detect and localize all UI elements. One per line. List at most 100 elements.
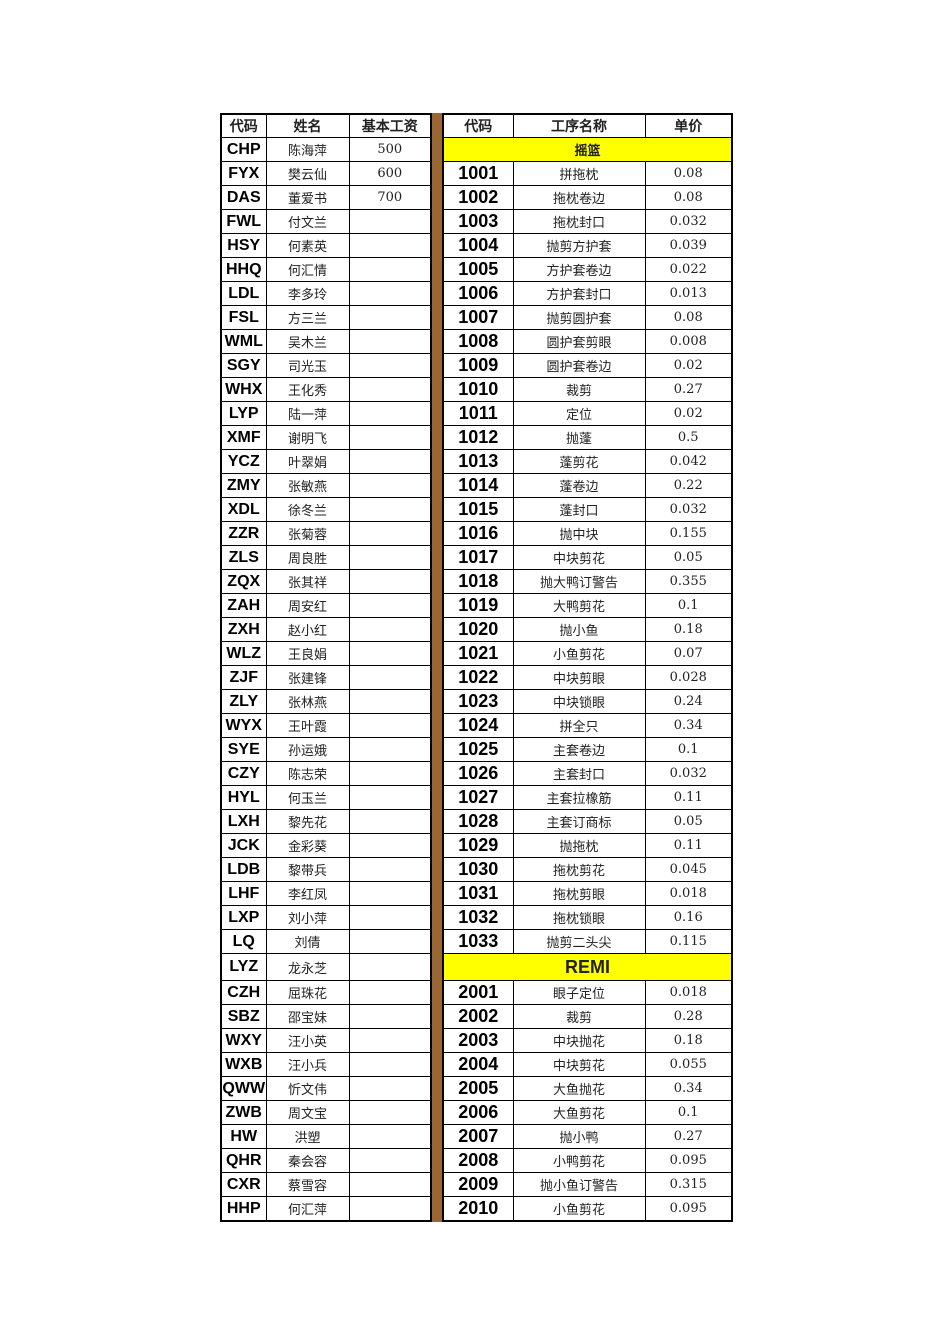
table-row: 1012 抛蓬 0.5	[442, 425, 733, 450]
table-row: ZWB 周文宝	[220, 1100, 432, 1125]
unit-price: 0.018	[644, 980, 733, 1005]
column-header: 代码	[220, 113, 267, 138]
employee-name: 何汇萍	[265, 1196, 350, 1222]
unit-price: 0.27	[644, 377, 733, 402]
process-code: 1022	[442, 665, 514, 690]
employee-name: 汪小英	[265, 1028, 350, 1053]
employee-code: ZJF	[220, 665, 267, 690]
employee-code: HHP	[220, 1196, 267, 1222]
process-name: 主套封口	[512, 761, 646, 786]
process-name: 蓬封口	[512, 497, 646, 522]
base-salary	[348, 737, 432, 762]
table-row: LDB 黎带兵	[220, 857, 432, 882]
table-row: 2007 抛小鸭 0.27	[442, 1124, 733, 1149]
employee-name: 司光玉	[265, 353, 350, 378]
table-row: 1011 定位 0.02	[442, 401, 733, 426]
process-name: 蓬剪花	[512, 449, 646, 474]
table-row: DAS 董爱书 700	[220, 185, 432, 210]
table-row: 1031 拖枕剪眼 0.018	[442, 881, 733, 906]
table-row: 2001 眼子定位 0.018	[442, 980, 733, 1005]
section-title: REMI	[442, 953, 733, 981]
base-salary	[348, 257, 432, 282]
column-header: 姓名	[265, 113, 350, 138]
table-row: 1001 拼拖枕 0.08	[442, 161, 733, 186]
base-salary	[348, 761, 432, 786]
base-salary	[348, 521, 432, 546]
table-row: ZXH 赵小红	[220, 617, 432, 642]
unit-price: 0.18	[644, 1028, 733, 1053]
base-salary	[348, 593, 432, 618]
employee-name: 谢明飞	[265, 425, 350, 450]
table-row: CZY 陈志荣	[220, 761, 432, 786]
employee-name: 何玉兰	[265, 785, 350, 810]
table-row: FSL 方三兰	[220, 305, 432, 330]
employee-code: DAS	[220, 185, 267, 210]
unit-price: 0.315	[644, 1172, 733, 1197]
process-code: 2001	[442, 980, 514, 1005]
employee-code: XDL	[220, 497, 267, 522]
unit-price: 0.045	[644, 857, 733, 882]
process-code: 1007	[442, 305, 514, 330]
process-name: 圆护套卷边	[512, 353, 646, 378]
base-salary	[348, 617, 432, 642]
header-row: 代码 姓名 基本工资	[220, 113, 432, 138]
unit-price: 0.27	[644, 1124, 733, 1149]
employee-name: 樊云仙	[265, 161, 350, 186]
employee-code: ZQX	[220, 569, 267, 594]
table-row: CZH 屈珠花	[220, 980, 432, 1005]
table-row: 2008 小鸭剪花 0.095	[442, 1148, 733, 1173]
unit-price: 0.24	[644, 689, 733, 714]
process-name: 抛剪方护套	[512, 233, 646, 258]
employee-code: LYP	[220, 401, 267, 426]
process-name: 方护套封口	[512, 281, 646, 306]
employee-code: ZLY	[220, 689, 267, 714]
table-row: ZAH 周安红	[220, 593, 432, 618]
process-name: 抛拖枕	[512, 833, 646, 858]
process-name: 圆护套剪眼	[512, 329, 646, 354]
employee-name: 张建锋	[265, 665, 350, 690]
process-code: 1001	[442, 161, 514, 186]
employee-code: LYZ	[220, 953, 267, 981]
base-salary	[348, 785, 432, 810]
section-title: 摇篮	[442, 137, 733, 162]
column-header: 单价	[644, 113, 733, 138]
process-name: 小鸭剪花	[512, 1148, 646, 1173]
table-row: 2002 裁剪 0.28	[442, 1004, 733, 1029]
process-name: 抛剪二头尖	[512, 929, 646, 954]
table-row: HSY 何素英	[220, 233, 432, 258]
employee-code: ZZR	[220, 521, 267, 546]
table-row: 1029 抛拖枕 0.11	[442, 833, 733, 858]
process-code: 1030	[442, 857, 514, 882]
section-row: 摇篮	[442, 137, 733, 162]
employee-name: 张其祥	[265, 569, 350, 594]
process-code: 2007	[442, 1124, 514, 1149]
table-row: 1009 圆护套卷边 0.02	[442, 353, 733, 378]
base-salary	[348, 929, 432, 954]
employee-name: 金彩葵	[265, 833, 350, 858]
header-row: 代码 工序名称 单价	[442, 113, 733, 138]
employee-name: 李多玲	[265, 281, 350, 306]
table-row: SYE 孙运娥	[220, 737, 432, 762]
employee-name: 李红凤	[265, 881, 350, 906]
process-code: 1020	[442, 617, 514, 642]
unit-price: 0.155	[644, 521, 733, 546]
table-row: FWL 付文兰	[220, 209, 432, 234]
table-row: 1020 抛小鱼 0.18	[442, 617, 733, 642]
employee-name: 方三兰	[265, 305, 350, 330]
process-name: 拖枕锁眼	[512, 905, 646, 930]
process-code: 2002	[442, 1004, 514, 1029]
unit-price: 0.022	[644, 257, 733, 282]
process-code: 1019	[442, 593, 514, 618]
employee-name: 孙运娥	[265, 737, 350, 762]
employee-name: 付文兰	[265, 209, 350, 234]
base-salary	[348, 713, 432, 738]
process-name: 抛小鱼订警告	[512, 1172, 646, 1197]
process-name: 主套拉橡筋	[512, 785, 646, 810]
employee-name: 周文宝	[265, 1100, 350, 1125]
table-row: 2009 抛小鱼订警告 0.315	[442, 1172, 733, 1197]
employee-code: HHQ	[220, 257, 267, 282]
process-name: 方护套卷边	[512, 257, 646, 282]
employee-code: WHX	[220, 377, 267, 402]
process-name: 小鱼剪花	[512, 1196, 646, 1222]
process-name: 大鸭剪花	[512, 593, 646, 618]
